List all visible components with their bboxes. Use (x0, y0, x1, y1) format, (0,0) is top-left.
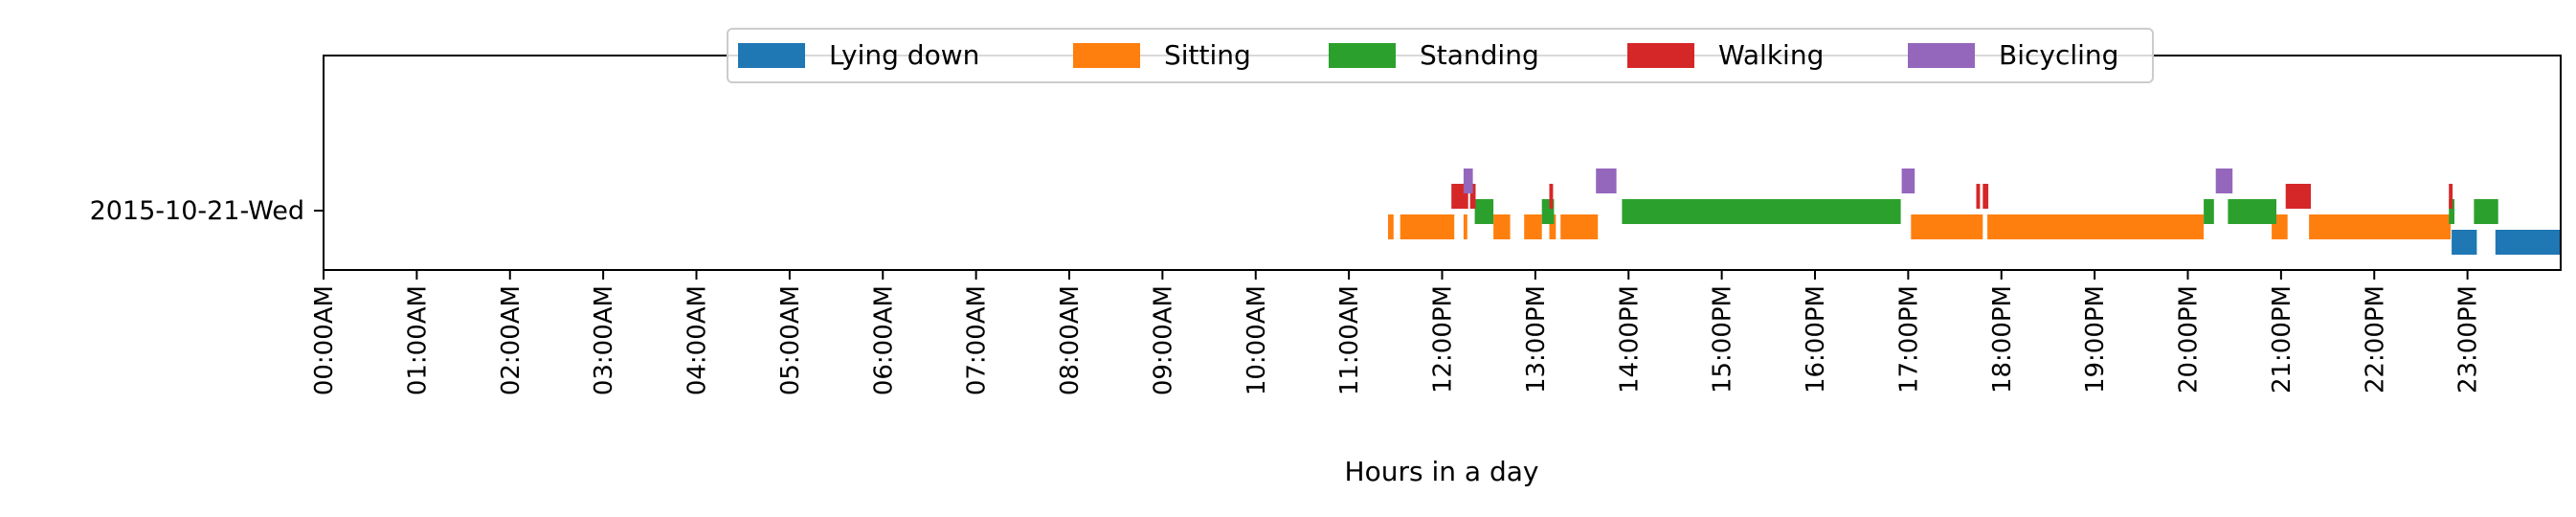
x-tick-label-7: 07:00AM (963, 285, 992, 395)
legend: Lying down Sitting Standing Walking Bicyclin… (727, 28, 2154, 83)
x-tick-label-10: 10:00AM (1243, 285, 1271, 395)
bar-walking-3 (1976, 184, 1981, 209)
x-tick-label-17: 17:00PM (1894, 285, 1923, 393)
legend-swatch-walking (1627, 43, 1694, 68)
x-tick-label-23: 23:00PM (2454, 285, 2483, 393)
x-tick-label-13: 13:00PM (1522, 285, 1551, 393)
x-tick-label-6: 06:00AM (869, 285, 898, 395)
x-axis: 00:00AM 01:00AM 02:00AM 03:00AM 04:00AM 05:00… (310, 270, 2483, 395)
x-tick-label-3: 03:00AM (590, 285, 618, 395)
legend-swatch-lying-down (738, 43, 805, 68)
bar-sitting-2 (1463, 214, 1467, 239)
legend-label-lying-down: Lying down (829, 39, 979, 71)
bar-sitting-7 (1911, 214, 1983, 239)
bar-sitting-10 (2309, 214, 2452, 239)
bar-walking-4 (1982, 184, 1989, 209)
legend-swatch-standing (1329, 43, 1396, 68)
bar-standing-3 (2204, 199, 2214, 224)
bar-lying-down-0 (2452, 230, 2477, 255)
legend-label-standing: Standing (1420, 39, 1539, 71)
x-tick-label-21: 21:00PM (2268, 285, 2296, 393)
bar-sitting-4 (1524, 214, 1542, 239)
x-tick-label-0: 00:00AM (310, 285, 339, 395)
x-tick-label-16: 16:00PM (1802, 285, 1830, 393)
bar-standing-4 (2228, 199, 2276, 224)
x-tick-label-20: 20:00PM (2175, 285, 2204, 393)
bar-sitting-3 (1493, 214, 1511, 239)
x-tick-label-1: 01:00AM (403, 285, 432, 395)
bar-standing-0 (1474, 199, 1494, 224)
x-tick-label-22: 22:00PM (2361, 285, 2389, 393)
y-axis: 2015-10-21-Wed (90, 196, 324, 226)
x-tick-label-11: 11:00AM (1335, 285, 1364, 395)
x-tick-label-12: 12:00PM (1429, 285, 1458, 393)
bar-walking-6 (2449, 184, 2453, 209)
x-tick-label-19: 19:00PM (2081, 285, 2110, 393)
legend-swatch-bicycling (1908, 43, 1975, 68)
x-tick-label-8: 08:00AM (1056, 285, 1085, 395)
bar-walking-5 (2285, 184, 2311, 209)
x-tick-label-18: 18:00PM (1988, 285, 2017, 393)
legend-label-bicycling: Bicycling (1999, 39, 2118, 71)
x-tick-label-14: 14:00PM (1615, 285, 1644, 393)
legend-swatch-sitting (1073, 43, 1140, 68)
bar-sitting-8 (1987, 214, 2204, 239)
bar-sitting-5 (1549, 214, 1557, 239)
bar-sitting-6 (1560, 214, 1599, 239)
bar-bicycling-2 (1901, 169, 1915, 193)
bar-lying-down-1 (2495, 230, 2561, 255)
bar-standing-6 (2474, 199, 2498, 224)
bar-bicycling-1 (1596, 169, 1617, 193)
x-tick-label-15: 15:00PM (1709, 285, 1737, 393)
bar-walking-2 (1549, 184, 1554, 209)
bar-bicycling-0 (1463, 169, 1473, 193)
bar-standing-2 (1622, 199, 1901, 224)
x-axis-label: Hours in a day (1345, 456, 1539, 487)
x-tick-label-4: 04:00AM (683, 285, 712, 395)
bar-sitting-1 (1400, 214, 1455, 239)
x-tick-label-9: 09:00AM (1149, 285, 1177, 395)
x-tick-label-5: 05:00AM (776, 285, 805, 395)
bar-sitting-0 (1388, 214, 1394, 239)
bar-standing-5 (2449, 199, 2454, 224)
y-tick-label-0: 2015-10-21-Wed (90, 196, 304, 226)
legend-label-walking: Walking (1718, 39, 1824, 71)
bar-bicycling-3 (2215, 169, 2233, 193)
bar-walking-1 (1469, 184, 1476, 209)
bars-layer (1388, 169, 2561, 255)
legend-box (727, 28, 2154, 83)
legend-label-sitting: Sitting (1164, 39, 1251, 71)
x-tick-label-2: 02:00AM (497, 285, 526, 395)
